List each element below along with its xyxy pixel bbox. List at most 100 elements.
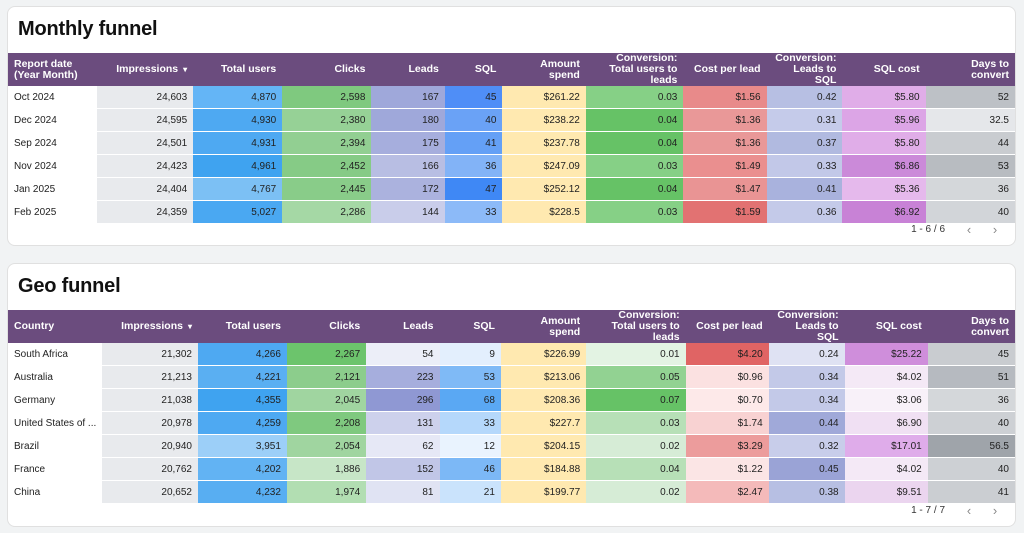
table-cell: 2,380 [282, 108, 372, 132]
table-cell: 24,423 [97, 154, 194, 178]
table-row[interactable]: United States of ... 20,978 4,259 2,208 131 3… [8, 411, 1015, 435]
column-header[interactable]: Impressions ▾ [102, 310, 198, 343]
table-cell: 0.42 [766, 86, 843, 109]
table-row[interactable]: Brazil 20,940 3,951 2,054 62 12 $204.15 0.02 $3.… [8, 434, 1015, 458]
table-cell: 0.04 [585, 177, 684, 201]
table-cell: 2,452 [282, 154, 372, 178]
table-cell: 46 [439, 457, 501, 481]
table-row[interactable]: South Africa 21,302 4,266 2,267 54 9 $226.99 0.… [8, 343, 1015, 366]
table-cell: $252.12 [502, 177, 586, 201]
table-cell: 0.32 [768, 434, 845, 458]
column-header[interactable]: Days to convert [925, 53, 1015, 86]
column-header[interactable]: Conversion: Total users to leads [586, 309, 686, 343]
column-header[interactable]: Amount spend [500, 310, 587, 343]
column-header-label: Conversion: Total users to leads [611, 309, 680, 343]
table-cell: 2,598 [282, 86, 372, 109]
table-cell: $5.36 [842, 177, 926, 201]
table-cell: 0.03 [586, 411, 686, 435]
table-row[interactable]: France 20,762 4,202 1,886 152 46 $184.88 0.04 $1… [8, 457, 1015, 481]
column-header[interactable]: SQL [444, 53, 503, 86]
column-header[interactable]: Clicks [282, 53, 372, 86]
row-label-cell: France [8, 457, 103, 481]
table-cell: 4,767 [193, 177, 283, 201]
table-cell: $184.88 [500, 457, 587, 481]
column-header[interactable]: Conversion: Leads to SQL [766, 52, 843, 86]
column-header[interactable]: SQL cost [844, 310, 928, 343]
column-header[interactable]: Total users [193, 53, 283, 86]
table-cell: 0.36 [766, 200, 843, 224]
monthly-funnel-title: Monthly funnel [18, 18, 158, 40]
table-cell: 40 [927, 457, 1015, 481]
table-cell: 32.5 [925, 108, 1015, 132]
table-row[interactable]: Oct 2024 24,603 4,870 2,598 167 45 $261.22 0.03… [8, 86, 1015, 109]
table-cell: 21,038 [102, 388, 198, 412]
table-cell: 2,394 [282, 131, 372, 155]
table-cell: 56.5 [927, 434, 1015, 458]
table-cell: 0.31 [766, 108, 843, 132]
row-label-cell: South Africa [8, 343, 103, 366]
chevron-left-icon[interactable]: ‹ [966, 503, 972, 518]
table-row[interactable]: Sep 2024 24,501 4,931 2,394 175 41 $237.78 0.04… [8, 131, 1015, 155]
table-cell: 53 [439, 365, 501, 389]
table-header-row: Report date (Year Month) Impressions ▾ Tota… [8, 53, 1015, 86]
chevron-right-icon[interactable]: › [992, 222, 998, 237]
column-header-label: Days to convert [971, 57, 1009, 81]
column-header[interactable]: Cost per lead [683, 53, 767, 86]
column-header[interactable]: Amount spend [502, 53, 586, 86]
geo-funnel-title: Geo funnel [18, 275, 121, 297]
table-row[interactable]: Australia 21,213 4,221 2,121 223 53 $213.06 0.0… [8, 365, 1015, 389]
column-header[interactable]: Conversion: Total users to leads [585, 53, 684, 86]
table-cell: 20,652 [102, 480, 198, 504]
column-header[interactable]: Report date (Year Month) [8, 53, 98, 86]
table-row[interactable]: Dec 2024 24,595 4,930 2,380 180 40 $238.22 0.04… [8, 108, 1015, 132]
table-cell: 4,930 [193, 108, 283, 132]
table-cell: 0.07 [586, 388, 686, 412]
column-header-label: Conversion: Leads to SQL [775, 52, 837, 86]
table-row[interactable]: Nov 2024 24,423 4,961 2,452 166 36 $247.09 0.03… [8, 154, 1015, 178]
table-row[interactable]: Jan 2025 24,404 4,767 2,445 172 47 $252.12 0.04… [8, 177, 1015, 201]
column-header[interactable]: Cost per lead [685, 310, 769, 343]
row-label-cell: Dec 2024 [8, 108, 98, 132]
table-cell: 0.34 [768, 388, 845, 412]
column-header[interactable]: Conversion: Leads to SQL [768, 310, 845, 343]
sort-descending-icon[interactable]: ▾ [183, 65, 188, 74]
pagination-range: 1 - 6 / 6 [911, 224, 945, 235]
table-cell: 0.04 [586, 457, 686, 481]
table-cell: 0.03 [585, 154, 684, 178]
column-header[interactable]: SQL cost [842, 53, 926, 86]
row-label-cell: Germany [8, 388, 103, 412]
column-header[interactable]: Leads [366, 310, 440, 343]
table-cell: 0.02 [586, 434, 686, 458]
table-cell: 4,355 [197, 388, 287, 412]
table-cell: $226.99 [500, 343, 587, 366]
chevron-left-icon[interactable]: ‹ [966, 222, 972, 237]
column-header[interactable]: Days to convert [927, 310, 1015, 343]
column-header[interactable]: Total users [197, 310, 287, 343]
geo-funnel-card: Geo funnel Country Impressions ▾ Total user… [7, 263, 1016, 527]
table-row[interactable]: Feb 2025 24,359 5,027 2,286 144 33 $228.5 0.03 $… [8, 200, 1015, 224]
sort-descending-icon[interactable]: ▾ [187, 322, 192, 331]
row-label-cell: Oct 2024 [8, 86, 98, 109]
table-cell: 40 [927, 411, 1015, 435]
column-header[interactable]: Leads [371, 53, 445, 86]
table-cell: $3.06 [844, 388, 928, 412]
table-cell: $1.36 [683, 131, 767, 155]
table-cell: 4,202 [197, 457, 287, 481]
column-header[interactable]: Clicks [286, 310, 367, 343]
geo-funnel-table: Country Impressions ▾ Total users Clicks Lead… [8, 310, 1015, 504]
row-label-cell: Brazil [8, 434, 103, 458]
table-row[interactable]: China 20,652 4,232 1,974 81 21 $199.77 0.02 $2.4… [8, 480, 1015, 504]
table-row[interactable]: Germany 21,038 4,355 2,045 296 68 $208.36 0.07 $… [8, 388, 1015, 412]
column-header-label: Clicks [329, 320, 361, 332]
table-cell: $6.90 [844, 411, 928, 435]
table-cell: 68 [439, 388, 501, 412]
table-cell: $2.47 [685, 480, 769, 504]
table-cell: 24,359 [97, 200, 194, 224]
table-cell: $1.74 [685, 411, 769, 435]
table-cell: 51 [927, 365, 1015, 389]
table-cell: $1.59 [683, 200, 767, 224]
column-header[interactable]: Impressions ▾ [97, 53, 194, 86]
column-header[interactable]: Country [8, 310, 103, 343]
column-header[interactable]: SQL [439, 310, 501, 343]
chevron-right-icon[interactable]: › [992, 503, 998, 518]
